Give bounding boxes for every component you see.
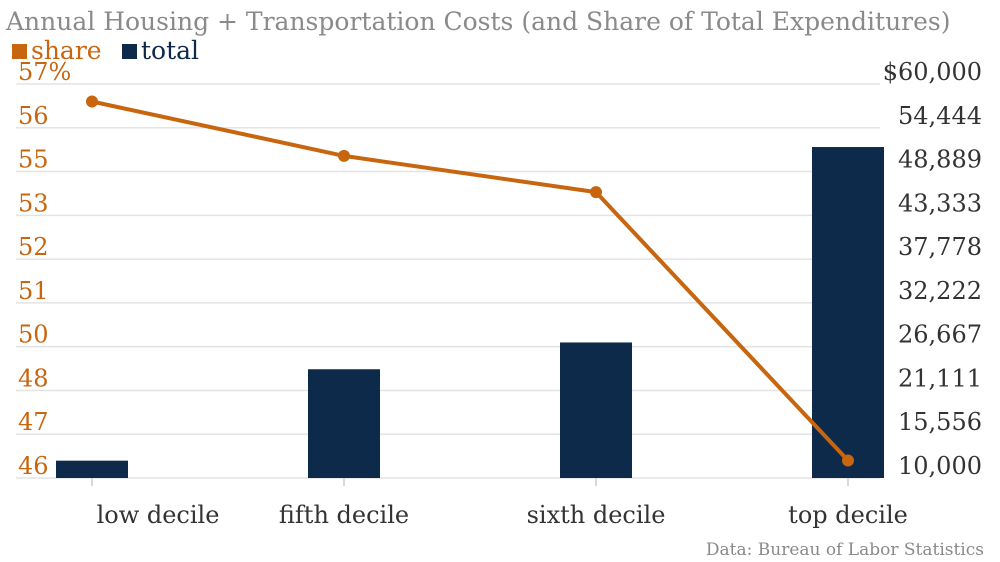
left-tick-label: 48 (18, 364, 49, 392)
left-tick-label: 46 (18, 452, 49, 480)
line-series-share (86, 95, 854, 467)
category-label-2: sixth decile (527, 501, 666, 529)
source-note: Data: Bureau of Labor Statistics (706, 540, 984, 560)
right-tick-label: 43,333 (898, 189, 982, 217)
share-point-2 (590, 186, 602, 199)
share-point-3 (842, 454, 854, 467)
left-tick-label: 51 (18, 277, 49, 305)
right-tick-label: 32,222 (898, 277, 982, 305)
left-tick-label: 52 (18, 233, 49, 261)
bar-total-3 (812, 147, 884, 479)
bar-total-0 (56, 460, 128, 478)
chart-title: Annual Housing + Transportation Costs (a… (5, 7, 951, 36)
left-tick-label: 55 (18, 146, 49, 174)
legend: share total (12, 36, 199, 65)
right-tick-label: 48,889 (898, 146, 982, 174)
category-label-3: top decile (788, 501, 908, 529)
category-label-1: fifth decile (279, 501, 409, 529)
share-point-1 (338, 149, 350, 162)
legend-label-total: total (141, 36, 199, 65)
right-tick-label: 21,111 (898, 364, 982, 392)
left-tick-label: 56 (18, 102, 49, 130)
legend-swatch-total (122, 44, 137, 59)
right-tick-label: 15,556 (898, 408, 982, 436)
left-tick-label: 53 (18, 189, 49, 217)
right-tick-label: $60,000 (883, 58, 982, 86)
left-tick-label: 50 (18, 321, 49, 349)
left-tick-label: 47 (18, 408, 49, 436)
right-tick-label: 37,778 (898, 233, 982, 261)
gridlines (16, 83, 880, 479)
bar-series-total (56, 147, 884, 479)
right-axis: 10,000 15,556 21,111 26,667 32,222 37,778 43,3… (883, 58, 982, 480)
category-label-0: low decile (97, 501, 220, 529)
legend-swatch-share (12, 44, 27, 59)
legend-label-share: share (31, 36, 102, 65)
share-point-0 (86, 95, 98, 108)
bar-total-2 (560, 342, 632, 478)
right-tick-label: 26,667 (898, 321, 982, 349)
bar-total-1 (308, 369, 380, 478)
left-tick-label: 57% (18, 58, 71, 86)
right-tick-label: 10,000 (898, 452, 982, 480)
share-line (91, 99, 850, 462)
right-tick-label: 54,444 (898, 102, 982, 130)
x-axis: low decile fifth decile sixth decile top de… (91, 478, 908, 529)
left-axis: 46 47 48 50 51 52 53 55 56 57% (18, 58, 71, 480)
